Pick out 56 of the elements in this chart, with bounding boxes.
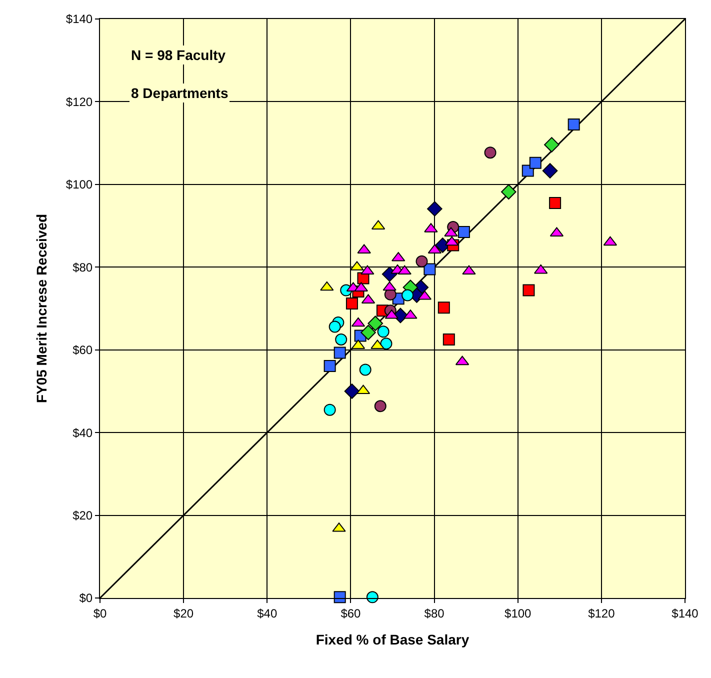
y-tick-label: $40 bbox=[72, 426, 93, 440]
point bbox=[458, 226, 470, 238]
point bbox=[380, 338, 392, 350]
point bbox=[359, 364, 372, 376]
point bbox=[462, 265, 476, 275]
point bbox=[549, 197, 562, 210]
point bbox=[484, 146, 496, 159]
point bbox=[427, 201, 442, 216]
point bbox=[416, 255, 428, 268]
x-tick-label: $0 bbox=[93, 606, 107, 620]
point bbox=[368, 316, 384, 332]
point bbox=[334, 346, 346, 359]
point bbox=[334, 591, 346, 604]
point bbox=[382, 281, 396, 291]
point bbox=[366, 591, 378, 604]
x-tick-label: $80 bbox=[424, 606, 445, 620]
point bbox=[544, 137, 560, 152]
point bbox=[542, 163, 558, 178]
point bbox=[360, 324, 376, 340]
point bbox=[402, 289, 414, 302]
point bbox=[501, 184, 516, 200]
x-axis-title: Fixed % of Base Salary bbox=[316, 632, 470, 648]
point bbox=[344, 384, 360, 399]
x-tick-label: $60 bbox=[340, 606, 362, 620]
y-tick-label: $120 bbox=[66, 94, 93, 109]
x-tick-label: $20 bbox=[174, 606, 194, 620]
point bbox=[374, 400, 386, 412]
y-tick-label: $60 bbox=[72, 343, 93, 358]
annotation: N = 98 Faculty bbox=[131, 47, 226, 63]
x-tick-label: $120 bbox=[588, 606, 616, 620]
x-tick-label: $40 bbox=[257, 606, 278, 620]
y-tick-label: $100 bbox=[66, 178, 93, 192]
point bbox=[568, 118, 580, 130]
point bbox=[335, 334, 348, 346]
y-tick-label: $80 bbox=[72, 260, 93, 274]
point bbox=[324, 404, 336, 416]
y-axis-title: FY05 Merit Increse Received bbox=[33, 214, 50, 404]
y-tick-label: $20 bbox=[72, 508, 93, 522]
point bbox=[320, 281, 334, 291]
point bbox=[324, 360, 336, 372]
point bbox=[398, 265, 412, 275]
point bbox=[377, 326, 390, 338]
point bbox=[382, 266, 398, 282]
point bbox=[346, 298, 358, 310]
point bbox=[424, 263, 436, 276]
point bbox=[442, 334, 455, 346]
x-tick-label: $100 bbox=[504, 606, 532, 620]
y-tick-label: $140 bbox=[66, 12, 93, 26]
point bbox=[328, 320, 341, 333]
point bbox=[522, 284, 535, 296]
y-tick-label: $0 bbox=[79, 591, 93, 606]
x-tick-label: $140 bbox=[672, 606, 699, 620]
point bbox=[438, 302, 450, 314]
point bbox=[360, 265, 374, 275]
point bbox=[529, 156, 542, 169]
annotation: 8 Departments bbox=[131, 85, 228, 101]
